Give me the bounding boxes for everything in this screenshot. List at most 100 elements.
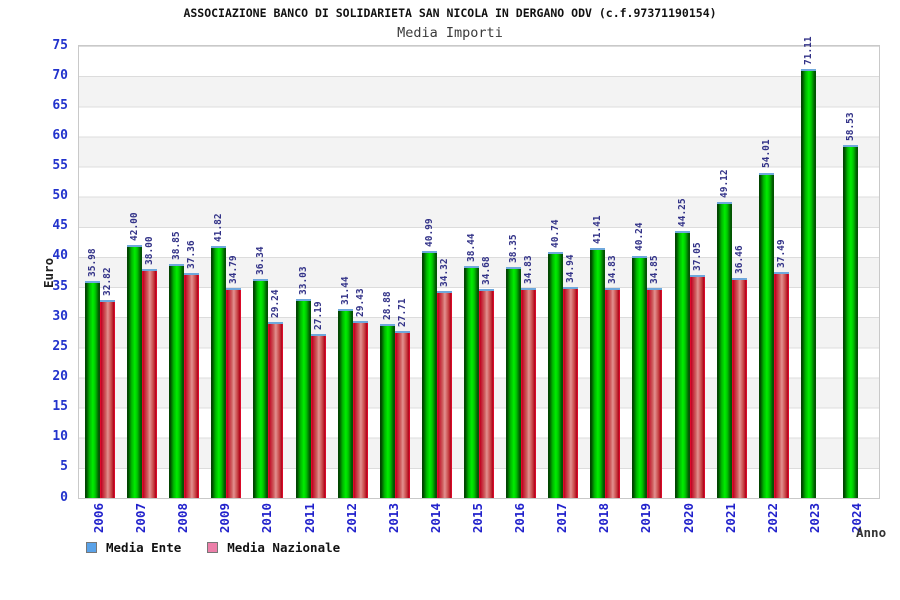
bar-media-ente-2020 bbox=[674, 231, 690, 498]
bar-media-ente-2019 bbox=[632, 255, 648, 498]
legend-item-media-nazionale: Media Nazionale bbox=[207, 540, 340, 555]
value-label: 38.00 bbox=[144, 236, 156, 265]
legend-label: Media Nazionale bbox=[227, 540, 341, 555]
value-label: 36.46 bbox=[733, 245, 745, 275]
y-tick-60: 60 bbox=[52, 127, 68, 143]
value-label: 37.05 bbox=[691, 242, 703, 271]
value-label: 37.36 bbox=[186, 240, 198, 269]
value-label: 38.85 bbox=[171, 231, 183, 260]
legend: Media Ente Media Nazionale bbox=[86, 540, 340, 555]
bar-media-ente-2013 bbox=[379, 323, 395, 498]
bar-media-nazionale-2018 bbox=[605, 288, 621, 498]
legend-item-media-ente: Media Ente bbox=[86, 540, 181, 555]
bar-media-nazionale-2017 bbox=[563, 287, 579, 498]
x-tick-2021: 2021 bbox=[722, 503, 738, 534]
bar-media-ente-2010 bbox=[253, 279, 269, 498]
value-label: 71.11 bbox=[802, 36, 814, 66]
value-label: 34.79 bbox=[228, 255, 240, 285]
bar-media-nazionale-2013 bbox=[394, 331, 410, 498]
bar-media-nazionale-2014 bbox=[436, 291, 452, 498]
x-tick-2006: 2006 bbox=[91, 503, 107, 534]
bar-media-nazionale-2011 bbox=[310, 334, 326, 498]
value-label: 35.98 bbox=[87, 248, 99, 278]
bar-media-ente-2021 bbox=[716, 201, 732, 498]
value-label: 40.74 bbox=[550, 219, 562, 249]
x-tick-2015: 2015 bbox=[470, 503, 485, 534]
value-label: 33.03 bbox=[297, 266, 309, 295]
y-tick-70: 70 bbox=[52, 67, 68, 83]
x-tick-2014: 2014 bbox=[427, 503, 443, 534]
bar-media-ente-2022 bbox=[758, 172, 774, 498]
x-tick-2016: 2016 bbox=[512, 503, 528, 534]
y-tick-0: 0 bbox=[60, 489, 68, 505]
y-tick-40: 40 bbox=[52, 248, 68, 264]
bar-media-ente-2015 bbox=[464, 266, 479, 498]
bar-media-nazionale-2007 bbox=[142, 269, 158, 498]
bar-media-ente-2012 bbox=[337, 308, 353, 498]
x-tick-2012: 2012 bbox=[343, 503, 359, 534]
y-tick-30: 30 bbox=[52, 308, 68, 324]
y-tick-50: 50 bbox=[52, 188, 68, 204]
value-label: 40.24 bbox=[634, 222, 646, 252]
value-label: 29.24 bbox=[270, 289, 282, 318]
value-label: 34.32 bbox=[438, 258, 450, 288]
x-tick-2013: 2013 bbox=[385, 503, 401, 534]
bar-media-ente-2011 bbox=[295, 298, 311, 498]
x-axis-label: Anno bbox=[856, 525, 887, 540]
x-tick-2020: 2020 bbox=[680, 503, 696, 534]
value-label: 34.85 bbox=[649, 255, 661, 284]
x-tick-2017: 2017 bbox=[554, 503, 570, 534]
y-tick-45: 45 bbox=[52, 218, 68, 234]
value-label: 49.12 bbox=[718, 169, 730, 198]
y-tick-55: 55 bbox=[52, 158, 68, 174]
bar-media-nazionale-2012 bbox=[352, 320, 368, 498]
value-label: 34.94 bbox=[565, 254, 577, 284]
bar-media-nazionale-2015 bbox=[479, 289, 494, 498]
y-tick-15: 15 bbox=[52, 399, 68, 415]
bar-media-ente-2009 bbox=[211, 245, 227, 498]
x-tick-2023: 2023 bbox=[806, 503, 822, 534]
bar-media-ente-2016 bbox=[506, 266, 522, 498]
y-tick-20: 20 bbox=[52, 368, 68, 384]
value-label: 40.99 bbox=[423, 218, 435, 247]
value-label: 38.35 bbox=[508, 234, 520, 263]
value-label: 34.83 bbox=[523, 255, 535, 285]
bar-media-ente-2024 bbox=[842, 145, 858, 498]
x-tick-2007: 2007 bbox=[133, 503, 149, 534]
bar-media-nazionale-2019 bbox=[647, 287, 663, 498]
y-tick-5: 5 bbox=[60, 459, 68, 475]
legend-label: Media Ente bbox=[106, 540, 182, 555]
bar-media-ente-2017 bbox=[548, 252, 564, 498]
y-tick-75: 75 bbox=[52, 37, 68, 53]
y-tick-10: 10 bbox=[52, 429, 68, 445]
value-label: 38.44 bbox=[466, 233, 477, 263]
y-axis-ticks: 0 5 10 15 20 25 30 35 40 45 50 55 60 65 70 75 bbox=[0, 38, 72, 505]
bar-media-ente-2014 bbox=[421, 250, 437, 498]
value-label: 58.53 bbox=[844, 112, 856, 142]
x-tick-2010: 2010 bbox=[259, 503, 275, 534]
bar-media-nazionale-2016 bbox=[521, 288, 537, 498]
x-tick-2011: 2011 bbox=[301, 503, 317, 534]
x-tick-2008: 2008 bbox=[175, 503, 191, 534]
value-label: 34.83 bbox=[607, 255, 619, 285]
bar-media-nazionale-2006 bbox=[100, 300, 116, 498]
value-label: 42.00 bbox=[129, 212, 141, 241]
bar-media-ente-2008 bbox=[169, 263, 185, 498]
value-label: 37.49 bbox=[775, 239, 787, 269]
bar-media-nazionale-2010 bbox=[268, 321, 284, 498]
y-tick-25: 25 bbox=[52, 338, 68, 354]
x-tick-2022: 2022 bbox=[764, 503, 780, 534]
bar-media-nazionale-2022 bbox=[773, 272, 789, 498]
y-tick-35: 35 bbox=[52, 278, 68, 294]
media-nazionale-swatch-icon bbox=[207, 542, 219, 553]
bar-media-ente-2007 bbox=[127, 244, 143, 498]
bar-media-nazionale-2009 bbox=[226, 288, 242, 498]
value-label: 41.82 bbox=[213, 213, 225, 242]
x-tick-2018: 2018 bbox=[596, 503, 612, 534]
bar-media-nazionale-2020 bbox=[689, 274, 705, 498]
value-label: 54.01 bbox=[760, 139, 772, 169]
value-label: 27.71 bbox=[396, 298, 408, 327]
bar-media-ente-2006 bbox=[85, 281, 101, 498]
value-label: 31.44 bbox=[339, 275, 351, 305]
plot-area: 35.98 32.82 42.00 38.00 38.85 37.36 41.82 34.79… bbox=[78, 37, 880, 499]
